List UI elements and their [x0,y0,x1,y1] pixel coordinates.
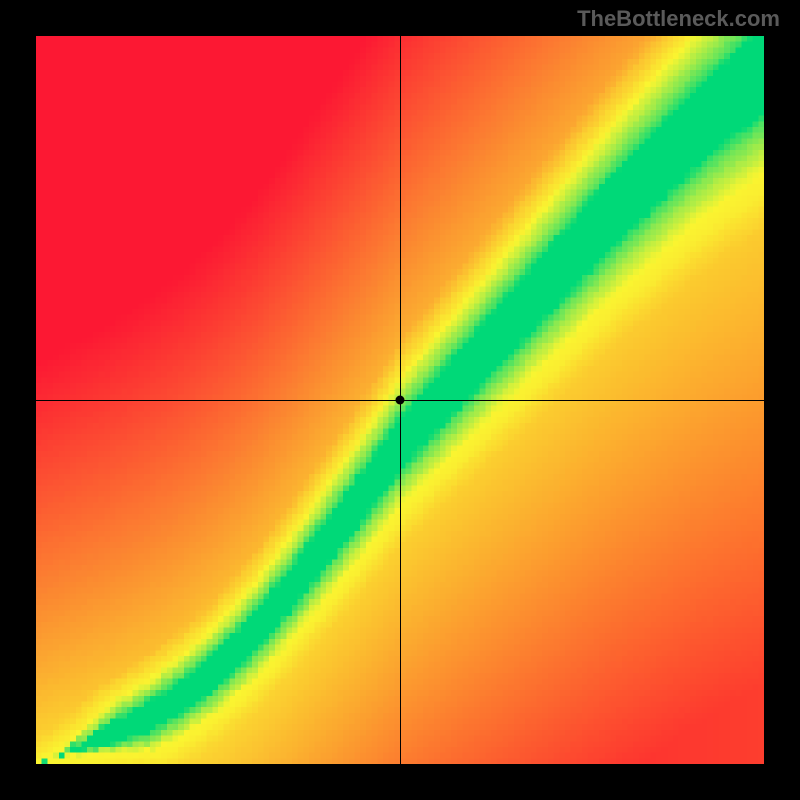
crosshair-marker [396,396,405,405]
heatmap-plot [36,36,764,764]
watermark: TheBottleneck.com [577,6,780,32]
